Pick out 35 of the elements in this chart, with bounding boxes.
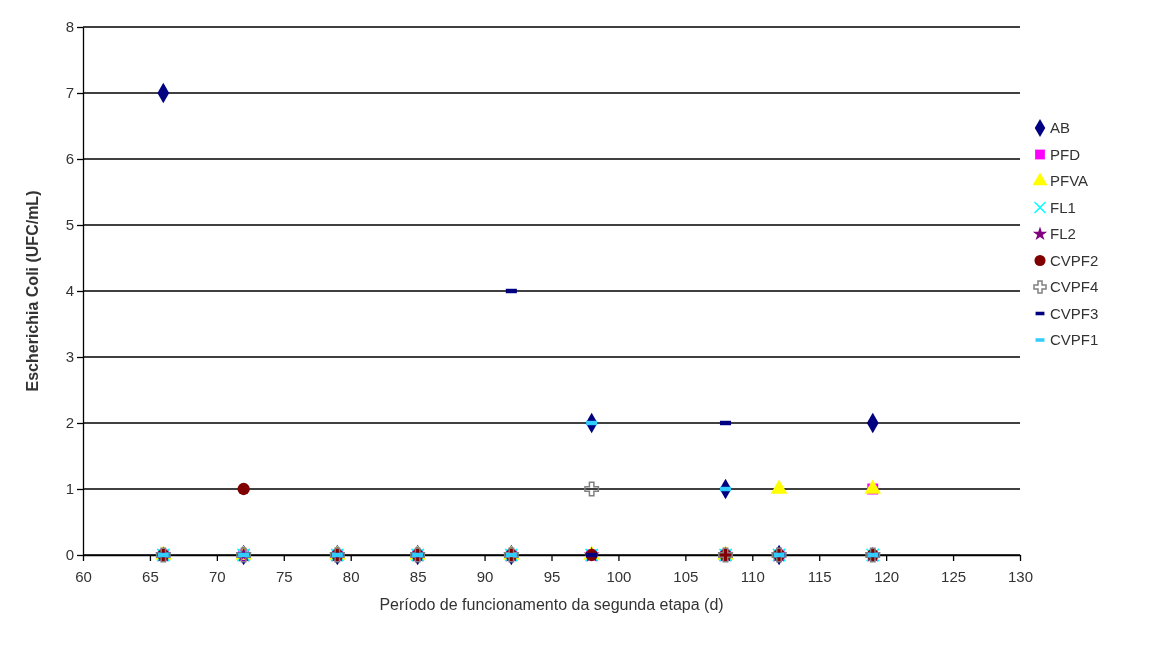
x-tick-label: 110 bbox=[740, 568, 765, 585]
x-tick-label: 65 bbox=[142, 568, 159, 585]
legend-label: FL2 bbox=[1050, 225, 1076, 242]
legend-label: CVPF2 bbox=[1050, 251, 1099, 269]
legend-label: CVPF3 bbox=[1050, 304, 1099, 322]
legend-label: PFD bbox=[1050, 145, 1081, 163]
y-tick-label: 0 bbox=[65, 546, 74, 564]
legend-label: FL1 bbox=[1050, 198, 1076, 216]
x-tick-label: 125 bbox=[941, 568, 967, 585]
y-tick-label: 5 bbox=[65, 216, 74, 234]
x-tick-label: 75 bbox=[275, 568, 293, 585]
x-axis-title: Período de funcionamento da segunda etapa (d) bbox=[379, 596, 724, 613]
x-tick-label: 120 bbox=[874, 568, 900, 585]
x-tick-label: 115 bbox=[807, 568, 832, 585]
x-tick-label: 60 bbox=[75, 568, 92, 585]
x-tick-label: 105 bbox=[673, 568, 699, 585]
y-tick-label: 6 bbox=[65, 150, 74, 168]
y-axis-title: Escherichia Coli (UFC/mL) bbox=[24, 190, 41, 392]
x-tick-label: 95 bbox=[543, 568, 561, 585]
y-tick-label: 3 bbox=[65, 348, 74, 366]
legend-label: CVPF4 bbox=[1050, 278, 1099, 295]
y-tick-label: 1 bbox=[65, 480, 74, 498]
x-tick-label: 130 bbox=[1007, 568, 1034, 585]
y-tick-label: 2 bbox=[65, 414, 74, 432]
x-tick-label: 70 bbox=[209, 568, 226, 585]
x-tick-label: 80 bbox=[342, 568, 360, 585]
x-tick-label: 100 bbox=[606, 568, 632, 585]
x-tick-label: 90 bbox=[476, 568, 494, 585]
legend-label: PFVA bbox=[1050, 172, 1089, 189]
y-tick-label: 4 bbox=[65, 282, 74, 300]
legend-label: AB bbox=[1050, 119, 1071, 136]
y-tick-label: 8 bbox=[65, 18, 74, 36]
x-tick-label: 85 bbox=[409, 568, 427, 585]
y-tick-label: 7 bbox=[65, 84, 74, 102]
legend-label: CVPF1 bbox=[1050, 331, 1099, 348]
